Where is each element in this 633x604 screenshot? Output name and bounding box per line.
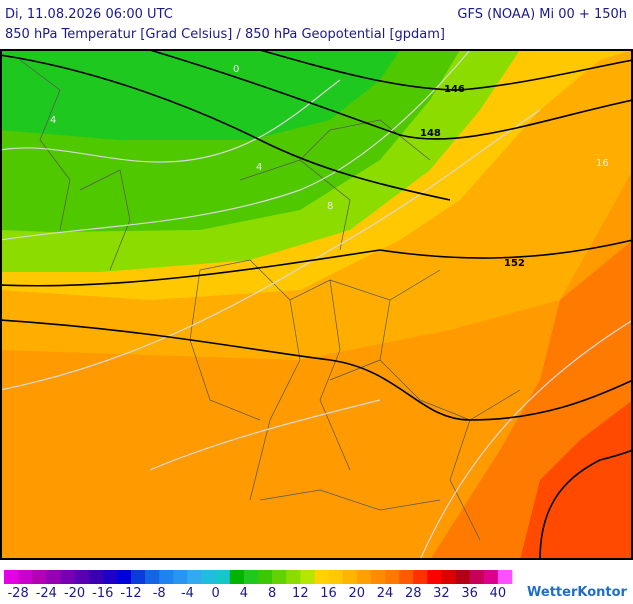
map-frame [0, 49, 633, 560]
colorbar-swatch [215, 570, 231, 584]
geopotential-label: 146 [444, 84, 465, 95]
colorbar-swatch [159, 570, 174, 584]
colorbar-swatch [201, 570, 216, 584]
colorbar-swatch [272, 570, 287, 584]
colorbar-tick-label: 16 [320, 586, 337, 600]
colorbar-swatch [131, 570, 146, 584]
colorbar-swatch [399, 570, 414, 584]
colorbar-swatch [173, 570, 188, 584]
geopotential-label: 148 [420, 128, 441, 139]
colorbar-swatch [328, 570, 343, 584]
colorbar-swatch [258, 570, 273, 584]
colorbar-swatch [145, 570, 160, 584]
temperature-label: 4 [50, 115, 56, 126]
colorbar-swatch [4, 570, 19, 584]
colorbar-tick-label: 0 [212, 586, 220, 600]
colorbar-tick-label: -8 [153, 586, 166, 600]
header-subtitle: 850 hPa Temperatur [Grad Celsius] / 850 … [5, 27, 445, 42]
colorbar-swatch [427, 570, 442, 584]
colorbar-swatch [286, 570, 301, 584]
colorbar-tick-label: -16 [92, 586, 113, 600]
colorbar-swatch [229, 570, 245, 584]
colorbar-swatch [356, 570, 372, 584]
colorbar-swatch [413, 570, 428, 584]
colorbar-tick-label: 20 [349, 586, 366, 600]
colorbar-tick-label: -24 [36, 586, 57, 600]
colorbar-swatch [469, 570, 485, 584]
colorbar-swatch [483, 570, 499, 584]
colorbar-swatch [370, 570, 386, 584]
colorbar-swatch [32, 570, 47, 584]
colorbar-swatch [46, 570, 61, 584]
colorbar-swatch [441, 570, 456, 584]
temp-area [1, 50, 400, 140]
temperature-contour [1, 50, 632, 559]
colorbar-swatch [60, 570, 75, 584]
temperature-label: 8 [327, 201, 333, 212]
colorbar-swatch [88, 570, 104, 584]
colorbar-tick-label: 32 [433, 586, 450, 600]
colorbar-swatch [116, 570, 132, 584]
colorbar-tick-label: 4 [240, 586, 248, 600]
map: 146 148 152 0 4 4 8 16 [0, 49, 633, 560]
colorbar-tick-label: -20 [64, 586, 85, 600]
colorbar-tick-label: 28 [405, 586, 422, 600]
colorbar-swatch [342, 570, 358, 584]
colorbar-swatch [300, 570, 315, 584]
colorbar-tick-label: -12 [120, 586, 141, 600]
colorbar-swatch [18, 570, 33, 584]
colorbar-swatch [497, 570, 513, 584]
temp-area [520, 400, 632, 559]
colorbar-tick-label: 8 [268, 586, 276, 600]
header-date: Di, 11.08.2026 06:00 UTC [5, 7, 173, 22]
colorbar-tick-label: -28 [7, 586, 28, 600]
colorbar-swatch [314, 570, 329, 584]
colorbar-swatch [455, 570, 470, 584]
colorbar-tick-label: 36 [461, 586, 478, 600]
colorbar-swatch [74, 570, 89, 584]
geopotential-contour [1, 50, 632, 559]
colorbar-swatch [243, 570, 259, 584]
colorbar-swatch [102, 570, 118, 584]
colorbar: -28 -24 -20 -16 -12 -8 -4 0 4 8 12 16 20 24 28 32 36 40 [4, 570, 513, 601]
colorbar-swatch [187, 570, 202, 584]
temperature-label: 4 [256, 162, 262, 173]
colorbar-tick-label: -4 [181, 586, 194, 600]
temperature-label: 16 [596, 158, 609, 169]
colorbar-tick-label: 12 [292, 586, 309, 600]
temperature-label: 0 [233, 64, 239, 75]
border [19, 59, 521, 541]
header-model: GFS (NOAA) Mi 00 + 150h [457, 7, 627, 22]
colorbar-swatch [385, 570, 400, 584]
colorbar-tick-label: 24 [377, 586, 394, 600]
geopotential-label: 152 [504, 258, 525, 269]
logo: WetterKontor [527, 585, 628, 600]
colorbar-tick-label: 40 [490, 586, 507, 600]
